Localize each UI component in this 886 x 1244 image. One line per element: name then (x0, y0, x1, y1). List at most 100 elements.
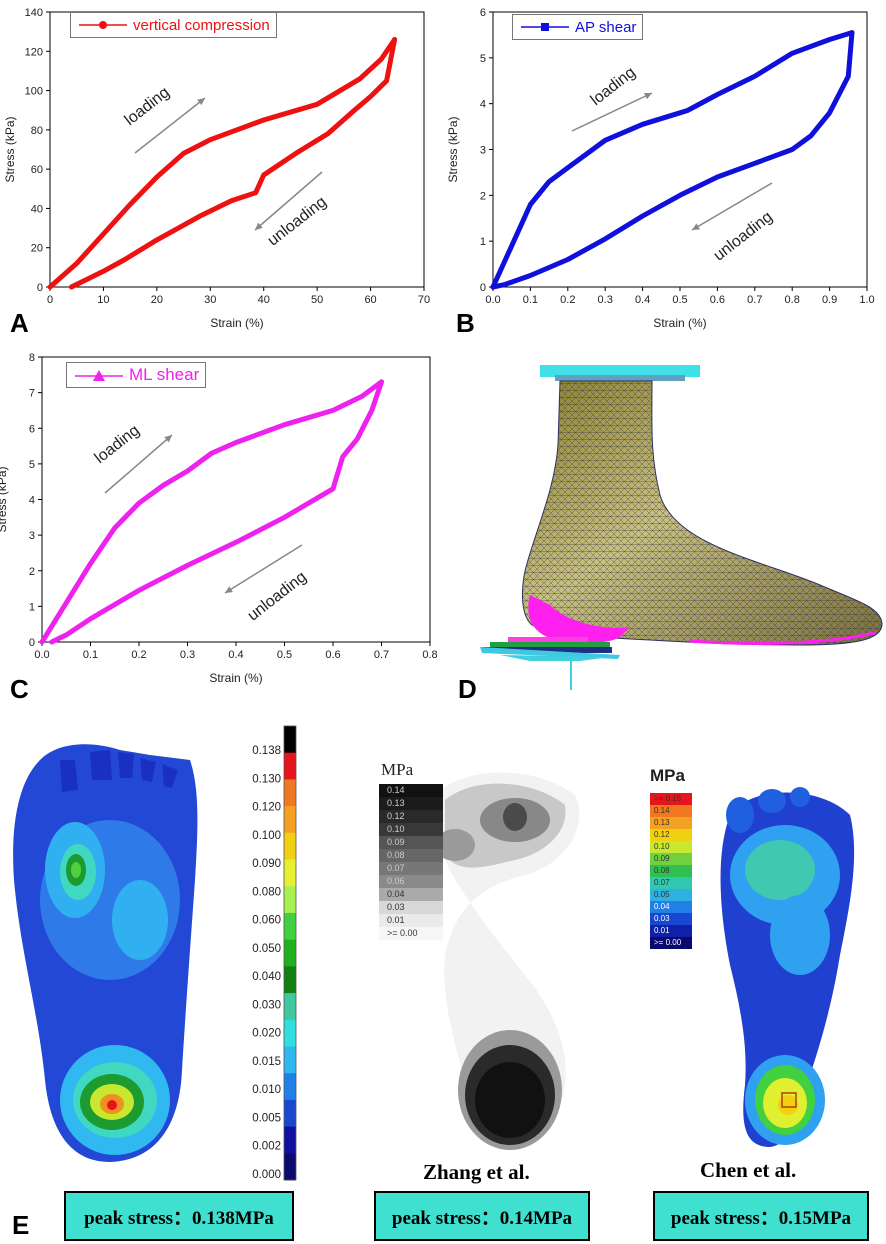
y-tick-label: 5 (29, 459, 35, 471)
colorbar-swatch (284, 1046, 296, 1074)
peak-stress-chen: peak stress：0.15MPa (653, 1191, 869, 1241)
y-tick-label: 8 (29, 352, 35, 364)
x-tick-label: 0 (47, 294, 53, 306)
legend-marker-red (77, 18, 129, 32)
y-tick-label: 5 (480, 53, 486, 65)
unloading-arrow-head (255, 222, 263, 230)
y-tick-label: 60 (31, 164, 43, 176)
x-axis-label: Strain (%) (210, 316, 263, 330)
panel-label-a: A (10, 308, 29, 338)
zhang-legend-row: 0.06 (379, 875, 443, 888)
chen-legend-row: 0.10 (650, 841, 692, 853)
series-line-unloading (49, 379, 384, 645)
y-tick-label: 4 (29, 495, 35, 507)
series-line-unloading (68, 37, 398, 290)
y-tick-label: 120 (25, 46, 43, 58)
x-tick-label: 0.2 (560, 294, 575, 306)
colorbar-swatch (284, 832, 296, 861)
zhang-legend-row: >= 0.00 (379, 927, 443, 940)
heel-pad (528, 595, 630, 644)
x-tick-label: 0.7 (374, 649, 389, 661)
chart-b-legend-label: AP shear (575, 18, 637, 36)
chen-legend-row: 0.03 (650, 913, 692, 925)
y-tick-label: 20 (31, 243, 43, 255)
panel-label-c: C (10, 674, 29, 704)
zhang-legend-row: 0.13 (379, 797, 443, 810)
series-line-loading (39, 379, 384, 645)
plot-frame (41, 356, 431, 643)
x-axis-label: Strain (%) (209, 671, 262, 685)
x-tick-label: 0.8 (422, 649, 437, 661)
x-tick-label: 0.9 (822, 294, 837, 306)
chen-legend: >= 0.15 0.14 0.13 0.12 0.10 0.09 0.08 0.07 0.05 0… (650, 793, 692, 949)
chart-c: 0.0 0.1 0.2 0.3 0.4 0.5 0.6 0.7 0.8 0 1 2 3 4 5 6 7 8 Stra… (0, 352, 438, 685)
chen-legend-row: 0.12 (650, 829, 692, 841)
colorbar-label: 0.005 (252, 1112, 281, 1124)
colorbar-swatch (284, 726, 296, 754)
chen-legend-row: 0.14 (650, 805, 692, 817)
zhang-legend-row: 0.14 (379, 784, 443, 797)
chart-a-legend-label: vertical compression (133, 16, 270, 34)
unloading-annotation: unloading (711, 208, 776, 264)
colorbar-label: 0.040 (252, 971, 281, 983)
x-tick-label: 0.6 (710, 294, 725, 306)
x-axis-label: Strain (%) (653, 316, 706, 330)
chen-legend-row: 0.07 (650, 877, 692, 889)
x-tick-label: 30 (204, 294, 216, 306)
top-plate (540, 365, 700, 381)
y-tick-label: 0 (29, 637, 35, 649)
series-line-unloading (490, 30, 855, 290)
panel-label-b: B (456, 308, 475, 338)
colorbar-label: 0.080 (252, 886, 281, 898)
chart-a: 0 10 20 30 40 50 60 70 0 20 40 60 80 100 120 140 Strain … (3, 7, 430, 330)
x-tick-label: 0.1 (83, 649, 98, 661)
colorbar-swatch (284, 1153, 296, 1181)
colorbar-swatch (284, 1019, 296, 1047)
loading-arrow-head (164, 435, 172, 443)
y-tick-label: 80 (31, 125, 43, 137)
panel-label-d: D (458, 674, 477, 704)
zhang-legend-row: 0.08 (379, 849, 443, 862)
colorbar-swatch (284, 886, 296, 914)
loading-arrow-head (644, 92, 652, 100)
x-tick-label: 0.4 (635, 294, 650, 306)
colorbar-label: 0.100 (252, 830, 281, 842)
x-tick-label: 0.1 (523, 294, 538, 306)
chen-legend-row: >= 0.15 (650, 793, 692, 805)
unloading-annotation: unloading (245, 568, 310, 624)
chart-b: 0.0 0.1 0.2 0.3 0.4 0.5 0.6 0.7 0.8 0.9 1.0 0 1 2 3 4 5 6… (446, 7, 875, 330)
colorbar-swatch (284, 1126, 296, 1154)
colorbar-label: 0.090 (252, 858, 281, 870)
x-tick-label: 0.0 (485, 294, 500, 306)
unloading-arrow (254, 171, 323, 231)
unloading-arrow (691, 182, 773, 231)
series-line-loading (490, 30, 855, 290)
y-tick-label: 40 (31, 203, 43, 215)
zhang-unit: MPa (381, 760, 414, 779)
y-tick-label: 6 (29, 423, 35, 435)
foot-mesh-model (480, 365, 883, 690)
y-tick-label: 0 (480, 282, 486, 294)
loading-arrow-head (197, 98, 205, 106)
colorbar-swatch (284, 966, 296, 994)
chen-caption: Chen et al. (700, 1158, 797, 1182)
x-tick-label: 0.3 (180, 649, 195, 661)
colorbar-swatch (284, 1099, 296, 1128)
zhang-caption: Zhang et al. (423, 1160, 530, 1184)
legend-marker-magenta (73, 368, 125, 382)
chart-b-plot: 0.0 0.1 0.2 0.3 0.4 0.5 0.6 0.7 0.8 0.9 1.0 0 1 2 3 4 5 6… (446, 7, 875, 330)
x-tick-label: 10 (97, 294, 109, 306)
chen-legend-row: 0.13 (650, 817, 692, 829)
y-axis-label: Stress (kPa) (446, 116, 460, 182)
chart-a-plot: 0 10 20 30 40 50 60 70 0 20 40 60 80 100 120 140 Strain … (3, 7, 430, 330)
colorbar-label: 0.002 (252, 1141, 281, 1153)
x-tick-label: 0.5 (672, 294, 687, 306)
colorbar-label: 0.130 (252, 773, 281, 785)
y-tick-label: 140 (25, 7, 43, 19)
zhang-legend-row: 0.04 (379, 888, 443, 901)
colorbar-label: 0.020 (252, 1028, 281, 1040)
colorbar-swatch (284, 806, 296, 834)
chen-legend-row: 0.04 (650, 901, 692, 913)
zhang-legend-row: 0.07 (379, 862, 443, 875)
loading-arrow (571, 92, 653, 132)
